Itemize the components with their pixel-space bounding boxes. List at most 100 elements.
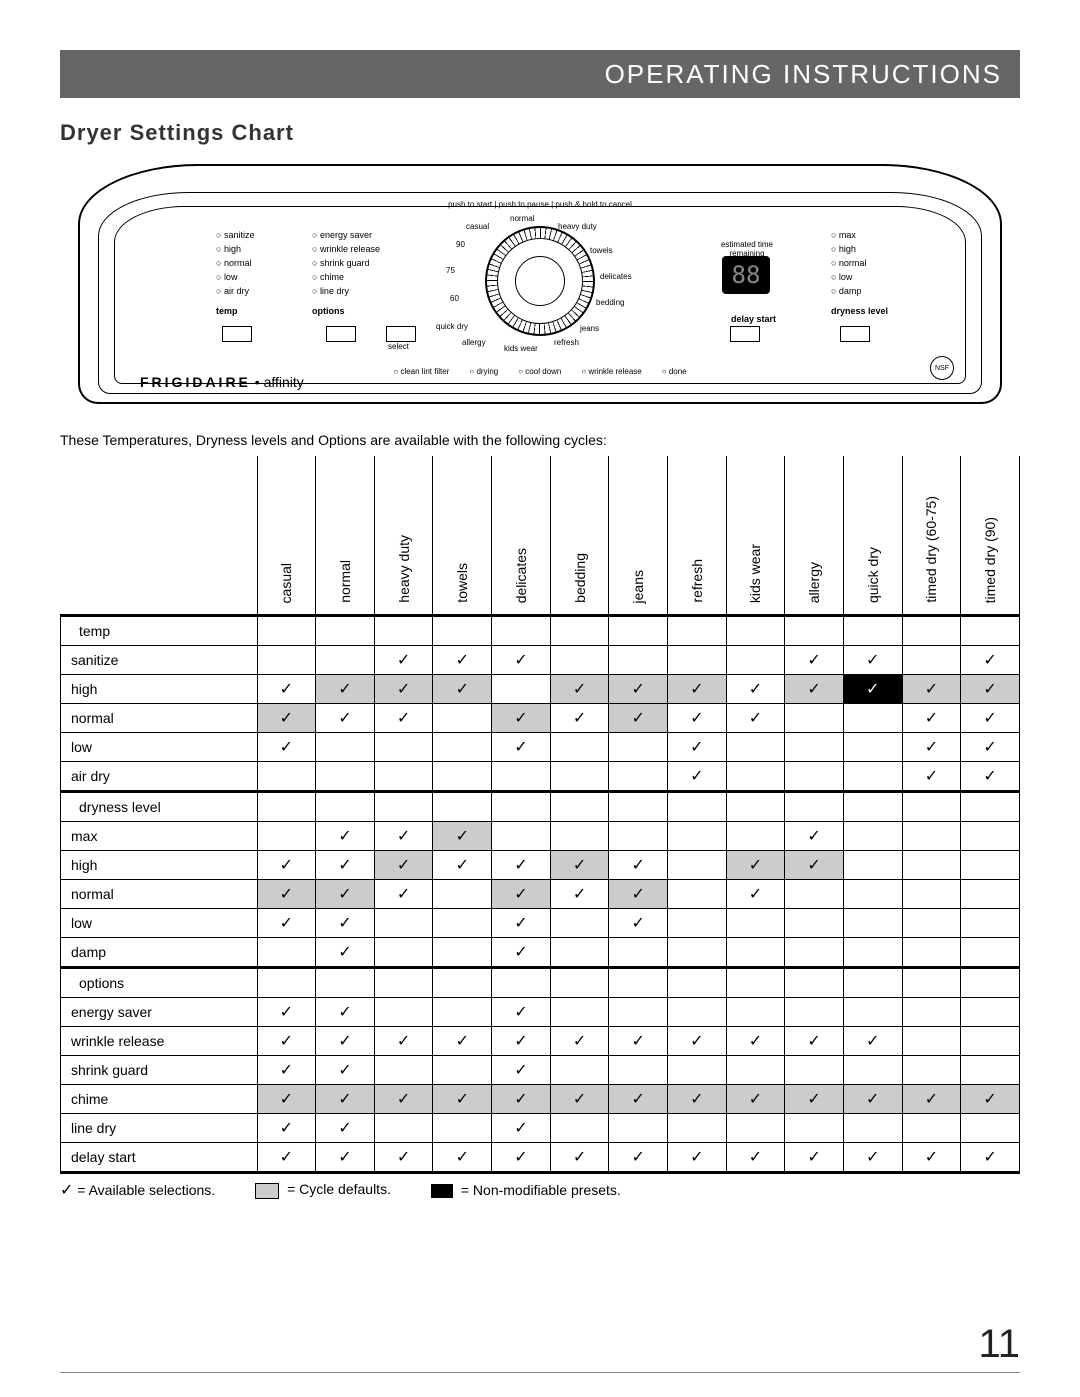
brand-label: FRIGIDAIRE • affinity xyxy=(140,374,304,390)
table-cell: ✓ xyxy=(316,704,375,733)
table-cell: ✓ xyxy=(257,909,316,938)
table-cell xyxy=(550,733,609,762)
table-cell: ✓ xyxy=(374,646,433,675)
table-legend: ✓ = Available selections. = Cycle defaul… xyxy=(60,1180,1020,1200)
table-cell xyxy=(961,998,1020,1027)
row-label: wrinkle release xyxy=(61,1027,258,1056)
table-cell xyxy=(902,822,961,851)
table-cell xyxy=(257,938,316,968)
table-cell xyxy=(726,822,785,851)
row-label: max xyxy=(61,822,258,851)
table-cell xyxy=(668,822,727,851)
table-cell: ✓ xyxy=(609,1085,668,1114)
table-cell xyxy=(961,909,1020,938)
options-select-button[interactable] xyxy=(326,326,356,342)
table-cell xyxy=(785,998,844,1027)
table-cell: ✓ xyxy=(668,1143,727,1173)
table-cell xyxy=(902,1027,961,1056)
table-cell: ✓ xyxy=(902,762,961,792)
dryness-select-button[interactable] xyxy=(840,326,870,342)
table-cell xyxy=(902,1114,961,1143)
cycle-dial[interactable] xyxy=(485,226,595,336)
header-bar: OPERATING INSTRUCTIONS xyxy=(60,50,1020,98)
row-label: damp xyxy=(61,938,258,968)
table-cell: ✓ xyxy=(785,1085,844,1114)
table-cell xyxy=(257,762,316,792)
table-cell xyxy=(902,851,961,880)
nsf-icon: NSF xyxy=(930,356,954,380)
table-intro: These Temperatures, Dryness levels and O… xyxy=(60,432,1020,448)
table-cell xyxy=(550,646,609,675)
table-cell: ✓ xyxy=(609,851,668,880)
table-cell xyxy=(961,1114,1020,1143)
table-cell xyxy=(550,762,609,792)
column-header: normal xyxy=(337,560,353,603)
table-cell xyxy=(492,762,551,792)
panel-top-text: push to start | push to pause | push & h… xyxy=(80,200,1000,209)
table-cell xyxy=(374,733,433,762)
temp-select-button[interactable] xyxy=(222,326,252,342)
table-cell: ✓ xyxy=(550,675,609,704)
table-cell: ✓ xyxy=(492,646,551,675)
table-cell: ✓ xyxy=(785,675,844,704)
column-header: timed dry (90) xyxy=(982,517,998,603)
table-cell: ✓ xyxy=(843,646,902,675)
table-cell: ✓ xyxy=(492,1027,551,1056)
table-cell: ✓ xyxy=(492,704,551,733)
table-cell: ✓ xyxy=(492,880,551,909)
table-cell xyxy=(726,909,785,938)
select-button[interactable] xyxy=(386,326,416,342)
delay-start-button[interactable] xyxy=(730,326,760,342)
row-label: low xyxy=(61,909,258,938)
control-panel-figure: push to start | push to pause | push & h… xyxy=(60,164,1020,404)
table-cell: ✓ xyxy=(726,851,785,880)
column-header: delicates xyxy=(513,548,529,603)
table-cell: ✓ xyxy=(668,762,727,792)
table-cell xyxy=(374,1114,433,1143)
table-cell: ✓ xyxy=(433,1027,492,1056)
table-cell: ✓ xyxy=(961,704,1020,733)
table-cell: ✓ xyxy=(374,1085,433,1114)
column-header: jeans xyxy=(630,570,646,603)
table-cell xyxy=(726,1056,785,1085)
row-label: high xyxy=(61,851,258,880)
table-cell: ✓ xyxy=(433,851,492,880)
table-cell xyxy=(785,704,844,733)
panel-dryness-col: max high normal low damp dryness level xyxy=(831,228,888,318)
row-group-label: temp xyxy=(61,616,258,646)
table-cell: ✓ xyxy=(726,880,785,909)
table-cell: ✓ xyxy=(257,675,316,704)
table-cell: ✓ xyxy=(668,704,727,733)
table-cell xyxy=(433,733,492,762)
column-header: quick dry xyxy=(865,547,881,603)
table-cell: ✓ xyxy=(726,675,785,704)
table-cell xyxy=(433,998,492,1027)
table-cell xyxy=(492,675,551,704)
table-cell xyxy=(902,880,961,909)
table-cell: ✓ xyxy=(609,704,668,733)
table-cell: ✓ xyxy=(726,1027,785,1056)
table-cell: ✓ xyxy=(785,822,844,851)
table-cell xyxy=(374,938,433,968)
table-cell xyxy=(785,909,844,938)
table-cell: ✓ xyxy=(433,822,492,851)
table-cell: ✓ xyxy=(257,851,316,880)
footer-rule xyxy=(60,1372,1020,1373)
table-cell: ✓ xyxy=(374,880,433,909)
table-cell: ✓ xyxy=(492,909,551,938)
table-cell xyxy=(609,733,668,762)
table-cell xyxy=(257,822,316,851)
table-cell xyxy=(961,822,1020,851)
table-cell xyxy=(843,822,902,851)
table-cell xyxy=(316,733,375,762)
table-cell: ✓ xyxy=(257,1143,316,1173)
table-cell: ✓ xyxy=(902,1085,961,1114)
table-cell: ✓ xyxy=(257,1085,316,1114)
table-cell: ✓ xyxy=(668,733,727,762)
table-cell: ✓ xyxy=(374,822,433,851)
table-cell xyxy=(726,938,785,968)
row-label: normal xyxy=(61,704,258,733)
table-cell xyxy=(902,1056,961,1085)
table-cell: ✓ xyxy=(668,1027,727,1056)
table-cell xyxy=(374,1056,433,1085)
